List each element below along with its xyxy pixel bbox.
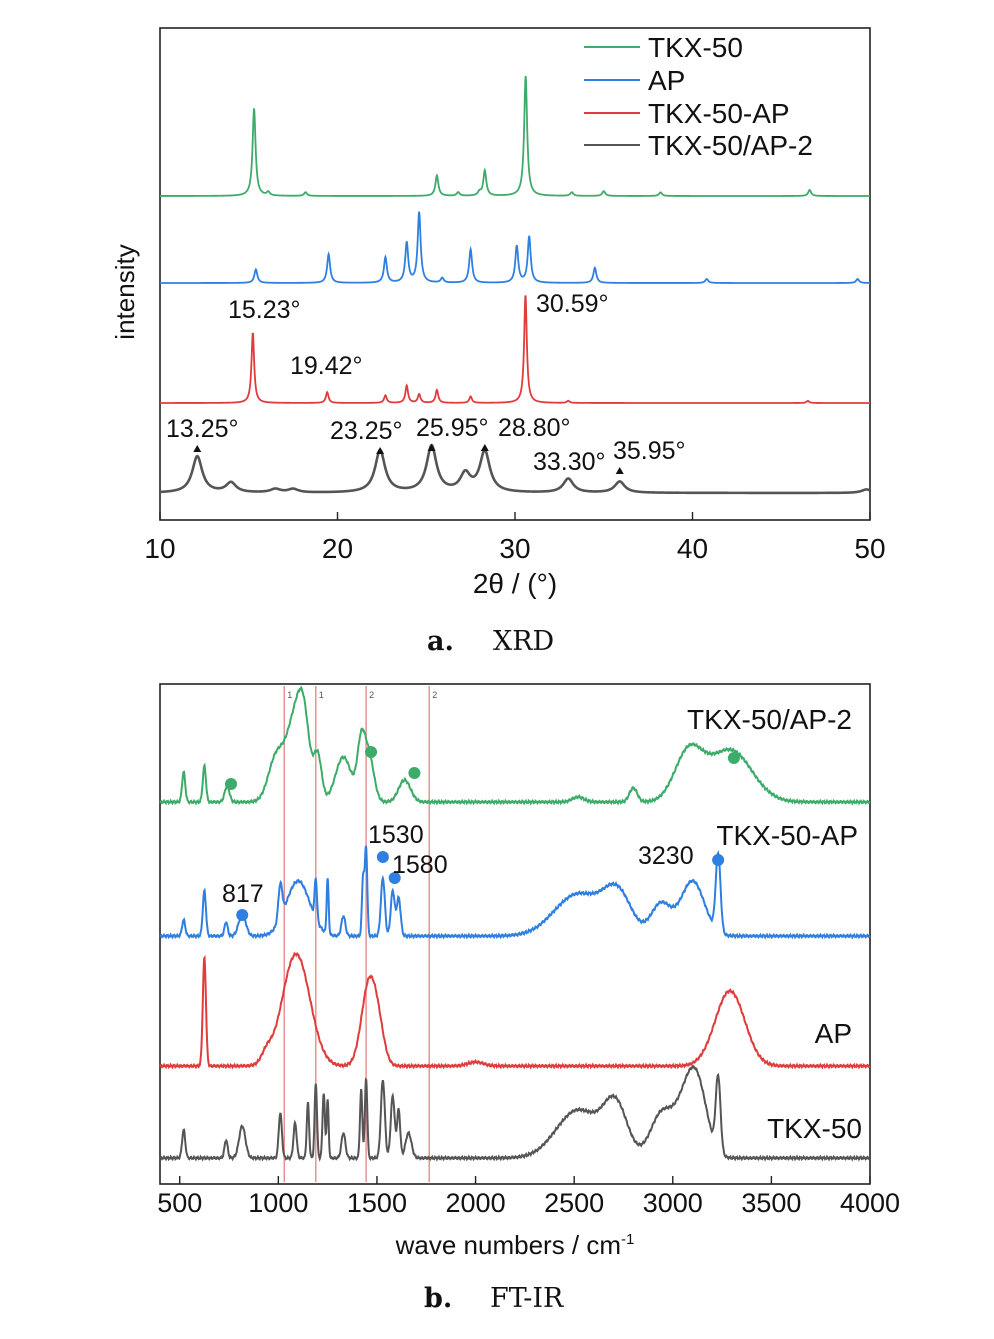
ftir-x-tick-label: 1000 — [248, 1188, 308, 1218]
legend-label-tkx50-ap2: TKX-50/AP-2 — [648, 130, 813, 161]
ftir-series-label-tkx50: TKX-50 — [767, 1113, 862, 1144]
ftir-peak-marker — [365, 746, 378, 758]
xrd-x-tick-label: 20 — [322, 533, 353, 564]
xrd-peak-label: 15.23° — [228, 296, 301, 324]
ftir-x-tick-label: 4000 — [840, 1188, 900, 1218]
xrd-peak-label: 28.80° — [498, 414, 571, 442]
ftir-peak-label: 3230 — [638, 842, 694, 870]
ftir-reference-line-label: 2 — [432, 690, 437, 700]
ftir-peak-label: 1580 — [392, 851, 448, 879]
ftir-series-label-tkx50-ap2: TKX-50/AP-2 — [687, 704, 852, 735]
ftir-series-label-tkx50-ap: TKX-50-AP — [716, 820, 858, 851]
xrd-peak-label: 30.59° — [536, 290, 609, 318]
ftir-x-ticks: 500 1000 1500 2000 2500 3000 3500 4000 — [157, 1176, 900, 1218]
xrd-peak-marker — [193, 445, 202, 452]
xrd-peak-label: 13.25° — [166, 415, 239, 443]
legend-label-tkx50: TKX-50 — [648, 32, 743, 63]
xrd-x-ticks: 10 20 30 40 50 — [144, 512, 886, 564]
ftir-x-tick-label: 2000 — [446, 1188, 506, 1218]
xrd-y-axis-label: intensity — [110, 244, 140, 339]
xrd-series-line-tkx-50 — [160, 75, 870, 197]
ftir-peak-marker — [376, 851, 389, 863]
ftir-series-line-ap — [159, 951, 871, 1070]
xrd-x-tick-label: 10 — [144, 533, 175, 564]
ftir-series-line-tkx-50 — [159, 1064, 871, 1162]
ftir-peak-marker — [712, 854, 725, 866]
ftir-plot-frame — [159, 683, 871, 1185]
ftir-peak-marker — [408, 767, 421, 779]
ftir-x-axis-label-sup: -1 — [621, 1231, 634, 1248]
xrd-series-line-ap — [160, 211, 870, 284]
xrd-x-axis-label: 2θ / (°) — [473, 568, 557, 599]
ftir-x-tick-label: 3500 — [741, 1188, 801, 1218]
ftir-x-tick-label: 1500 — [347, 1188, 407, 1218]
xrd-peak-marker — [615, 467, 624, 474]
xrd-series-line-tkx-50-ap — [160, 295, 870, 404]
xrd-peak-label: 25.95° — [416, 414, 489, 442]
xrd-peak-label: 23.25° — [330, 417, 403, 445]
xrd-x-tick-label: 40 — [677, 533, 708, 564]
ftir-peak-marker — [388, 872, 401, 884]
ftir-peak-label: 817 — [222, 880, 264, 908]
ftir-reference-line-label: 1 — [319, 690, 324, 700]
xrd-x-tick-label: 50 — [854, 533, 885, 564]
legend-label-tkx50-ap: TKX-50-AP — [648, 98, 790, 129]
xrd-curves — [159, 75, 871, 495]
xrd-series-line-tkx-50-ap-2 — [159, 443, 871, 495]
ftir-caption-text: FT-IR — [490, 1283, 564, 1314]
ftir-x-tick-label: 500 — [157, 1188, 202, 1218]
xrd-caption-text: XRD — [493, 626, 554, 657]
legend-label-ap: AP — [648, 65, 685, 96]
ftir-curves — [159, 685, 871, 1162]
ftir-peak-label: 1530 — [368, 821, 424, 849]
xrd-peak-label: 19.42° — [290, 352, 363, 380]
xrd-peak-marker — [480, 444, 489, 451]
xrd-annotations: 15.23° 19.42° 30.59° 13.25° 23.25° 25.95° 28.8… — [166, 290, 686, 476]
ftir-peak-marker — [225, 778, 237, 790]
xrd-peak-label: 33.30° — [533, 448, 606, 476]
ftir-series-line-tkx-50-ap-2 — [159, 685, 871, 806]
ftir-caption-letter: b. — [424, 1283, 452, 1314]
ftir-peak-marker — [236, 909, 249, 921]
xrd-peak-marker — [376, 447, 385, 454]
ftir-x-tick-label: 2500 — [544, 1188, 604, 1218]
ftir-panel: 1 1 2 2 500 1000 1500 2000 2500 3000 3500 4000 817… — [157, 683, 900, 1314]
ftir-reference-line-label: 2 — [369, 690, 374, 700]
xrd-peak-marker — [427, 444, 436, 451]
xrd-panel: 10 20 30 40 50 15.23° 19.42° 30.59° 13.25° 23.25… — [110, 27, 886, 657]
ftir-x-axis-label-main: wave numbers / cm — [395, 1230, 621, 1260]
ftir-x-tick-label: 3000 — [643, 1188, 703, 1218]
xrd-caption-letter: a. — [427, 626, 454, 657]
ftir-reference-line-label: 1 — [287, 690, 292, 700]
xrd-legend: TKX-50 AP TKX-50-AP TKX-50/AP-2 — [584, 32, 813, 161]
ftir-series-label-ap: AP — [815, 1018, 852, 1049]
xrd-x-tick-label: 30 — [499, 533, 530, 564]
ftir-peak-marker — [727, 752, 740, 764]
ftir-x-axis-label: wave numbers / cm-1 — [395, 1230, 635, 1260]
xrd-peak-label: 35.95° — [613, 437, 686, 465]
ftir-series-line-tkx-50-ap — [159, 845, 871, 940]
